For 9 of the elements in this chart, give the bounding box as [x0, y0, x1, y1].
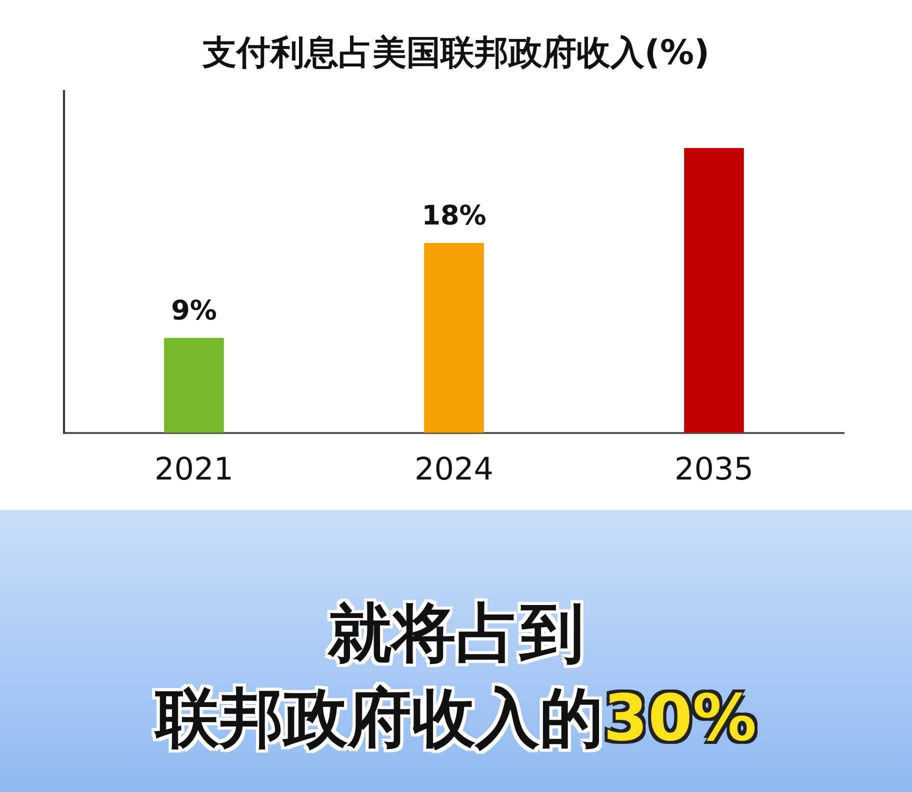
- text: 就将占到: [326, 596, 585, 673]
- chart-title: 支付利息占美国联邦政府收入(%): [201, 32, 711, 75]
- x-tick-label: 2024: [414, 451, 494, 488]
- text: 联邦政府收入的: [155, 682, 604, 756]
- x-tick-label: 2021: [154, 451, 234, 488]
- data-label: 9%: [171, 295, 217, 326]
- text: 30%: [603, 682, 757, 756]
- data-label: 18%: [422, 200, 486, 232]
- x-tick-label: 2035: [674, 451, 754, 488]
